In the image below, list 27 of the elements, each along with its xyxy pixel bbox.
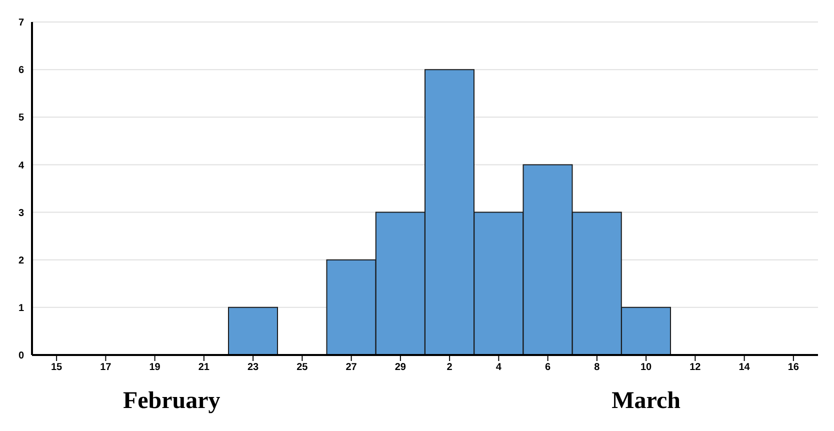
text: February [122, 388, 220, 415]
x-tick-label: 14 [738, 362, 750, 374]
x-tick-label: 19 [149, 362, 161, 374]
bar [228, 306, 278, 355]
x-tick-label: 16 [788, 362, 800, 374]
x-tick-label: 25 [296, 362, 308, 374]
y-tick-label: 4 [18, 160, 24, 172]
y-tick-label: 2 [18, 255, 24, 266]
x-tick-label: 12 [690, 362, 702, 374]
y-tick-label: 1 [18, 302, 24, 314]
y-tick-label: 3 [18, 208, 24, 219]
x-tick-label: 2 [446, 362, 453, 374]
x-tick-label: 15 [51, 362, 63, 374]
y-tick-label: 0 [18, 350, 24, 362]
x-tick-label: 17 [100, 362, 112, 374]
text: March [612, 388, 680, 415]
x-tick-label: 4 [496, 362, 502, 374]
x-tick-label: 23 [248, 362, 260, 374]
x-tick-label: 21 [198, 362, 210, 374]
x-tick-label: 6 [545, 362, 552, 374]
y-tick-label: 5 [18, 112, 24, 124]
y-tick-label: 7 [18, 18, 24, 29]
y-tick-label: 6 [18, 65, 24, 76]
x-tick-label: 10 [640, 362, 652, 374]
x-tick-label: 27 [346, 362, 358, 374]
x-tick-label: 29 [394, 362, 406, 374]
x-tick-label: 8 [594, 362, 600, 374]
